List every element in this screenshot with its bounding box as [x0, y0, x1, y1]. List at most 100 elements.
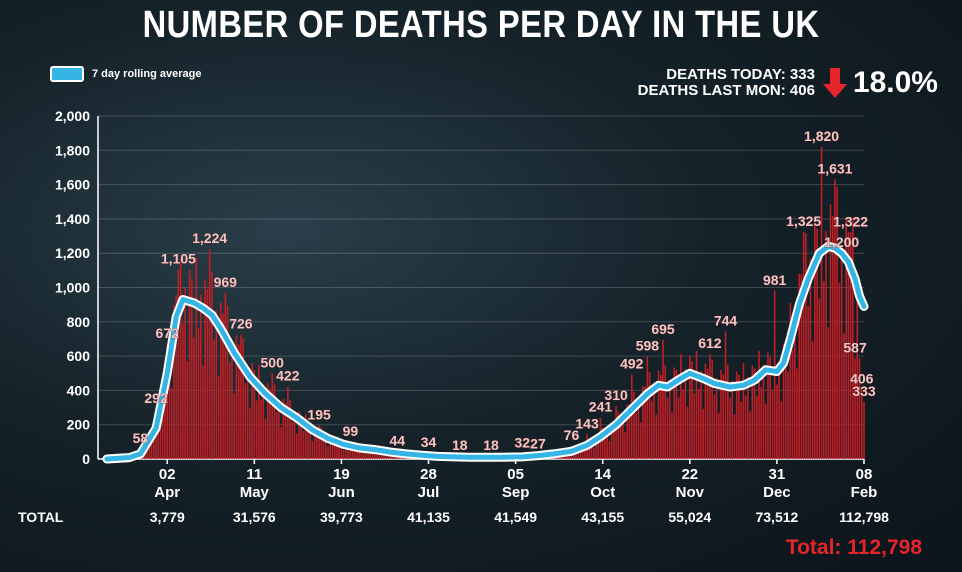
bar	[280, 427, 282, 459]
bar	[657, 370, 660, 459]
bar	[675, 369, 678, 459]
bar	[720, 370, 722, 459]
bar	[266, 383, 269, 459]
bar	[264, 418, 267, 459]
bar	[651, 400, 653, 459]
data-label: 27	[530, 435, 546, 451]
bar	[834, 179, 836, 459]
bar	[289, 399, 291, 459]
bar	[811, 340, 814, 459]
x-tick-month: Apr	[154, 484, 180, 501]
bar	[680, 354, 682, 459]
bar	[702, 409, 704, 459]
bar	[747, 377, 749, 459]
bar	[188, 270, 191, 459]
bar	[624, 432, 626, 459]
bar	[202, 365, 204, 459]
bar	[823, 281, 825, 459]
data-label: 422	[276, 368, 300, 384]
bar	[860, 389, 863, 459]
data-label: 1,200	[824, 234, 859, 250]
bar	[671, 412, 673, 459]
x-tick-day: 19	[333, 466, 350, 483]
bar	[208, 249, 211, 459]
bar	[249, 407, 251, 459]
bar	[854, 358, 856, 459]
bar	[722, 374, 725, 459]
bar	[849, 232, 852, 459]
x-tick-month: Jun	[328, 484, 355, 501]
chart: 0 200 400 600 800 1,000 1,200 1,400 1,600 1,800 2,…	[55, 127, 877, 501]
data-label: 99	[343, 423, 359, 439]
bar	[724, 331, 727, 459]
bar	[295, 433, 298, 459]
bar	[802, 231, 805, 459]
bar	[320, 427, 323, 459]
bar	[577, 452, 579, 459]
x-tick-day: 28	[420, 466, 437, 483]
data-label: 1,224	[192, 230, 227, 246]
bar	[729, 397, 731, 459]
bar	[302, 430, 305, 459]
bar	[354, 448, 356, 459]
data-label: 18	[452, 437, 468, 453]
bar	[572, 451, 575, 459]
bar	[347, 443, 349, 459]
bar	[338, 445, 340, 459]
data-label: 981	[763, 272, 787, 288]
bar	[814, 224, 816, 459]
bar	[164, 361, 166, 459]
bar	[220, 302, 222, 459]
bar	[333, 444, 336, 459]
bar	[195, 257, 198, 459]
period-total: 39,773	[320, 509, 363, 525]
bar	[291, 421, 294, 459]
bar	[182, 323, 184, 459]
bar	[206, 289, 209, 459]
bar	[255, 400, 258, 459]
bar	[691, 361, 693, 459]
bar	[843, 333, 845, 459]
x-tick-month: Jul	[418, 484, 440, 501]
bar	[304, 414, 307, 459]
bar	[369, 450, 372, 459]
bar	[760, 386, 763, 459]
y-tick-label: 1,200	[55, 245, 90, 261]
bar	[168, 351, 171, 459]
bar	[666, 397, 669, 459]
data-label: 1,325	[786, 213, 821, 229]
bar	[365, 450, 367, 459]
bar	[275, 411, 278, 459]
bar	[642, 386, 644, 459]
bar	[237, 344, 240, 459]
period-total: 43,155	[581, 509, 625, 525]
bar	[166, 343, 169, 459]
bar	[713, 394, 716, 459]
data-label: 612	[698, 335, 722, 351]
bar	[358, 452, 361, 459]
bar	[590, 441, 593, 459]
bar	[356, 446, 358, 459]
bar	[695, 350, 698, 459]
data-label: 310	[604, 387, 628, 403]
bar	[604, 437, 606, 459]
bar	[282, 399, 285, 459]
bar	[316, 428, 318, 459]
bar	[648, 372, 651, 459]
bar	[635, 412, 637, 459]
bar	[764, 403, 767, 459]
bar	[327, 446, 329, 459]
bar	[374, 453, 376, 459]
bar	[800, 274, 803, 459]
bar	[762, 364, 765, 459]
y-tick-label: 0	[82, 451, 90, 467]
bar	[204, 279, 206, 459]
bar	[776, 384, 778, 459]
bar	[628, 404, 631, 459]
bar	[646, 356, 649, 459]
bar	[224, 292, 227, 459]
bar	[744, 395, 747, 459]
data-label: 44	[389, 432, 405, 448]
bar	[785, 339, 787, 459]
data-label: 598	[636, 337, 660, 353]
